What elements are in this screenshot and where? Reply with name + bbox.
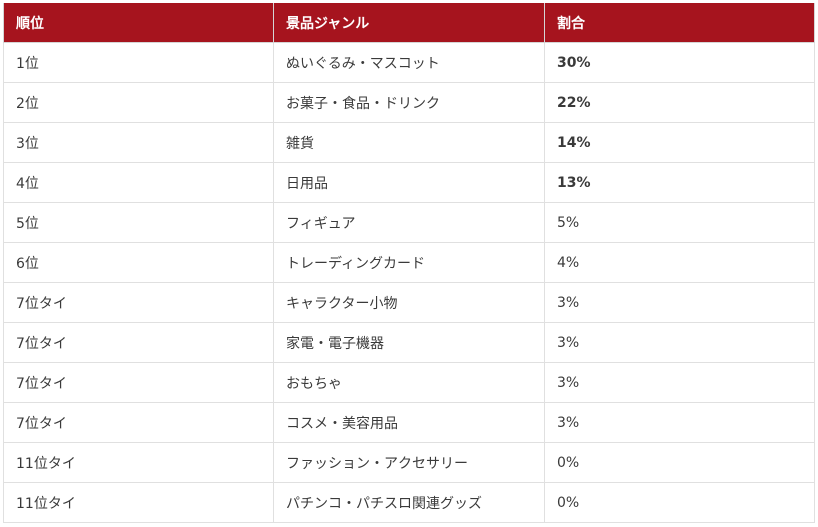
genre-cell: フィギュア (273, 202, 545, 243)
table-row: 7位タイ 家電・電子機器 3% (3, 322, 815, 363)
genre-cell: 家電・電子機器 (273, 322, 545, 363)
rank-cell: 11位タイ (3, 442, 274, 483)
rank-cell: 7位タイ (3, 362, 274, 403)
table-row: 2位 お菓子・食品・ドリンク 22% (3, 82, 815, 123)
share-cell: 13% (544, 162, 815, 203)
share-cell: 3% (544, 282, 815, 323)
rank-cell: 7位タイ (3, 402, 274, 443)
table-row: 1位 ぬいぐるみ・マスコット 30% (3, 42, 815, 83)
header-share: 割合 (544, 3, 815, 43)
table-body: 1位 ぬいぐるみ・マスコット 30% 2位 お菓子・食品・ドリンク 22% 3位… (3, 42, 815, 523)
genre-cell: トレーディングカード (273, 242, 545, 283)
table-row: 7位タイ おもちゃ 3% (3, 362, 815, 403)
prize-genre-ranking-table: 順位 景品ジャンル 割合 1位 ぬいぐるみ・マスコット 30% 2位 お菓子・食… (3, 3, 815, 523)
header-genre: 景品ジャンル (273, 3, 545, 43)
table-row: 11位タイ パチンコ・パチスロ関連グッズ 0% (3, 482, 815, 523)
table-row: 7位タイ コスメ・美容用品 3% (3, 402, 815, 443)
rank-cell: 4位 (3, 162, 274, 203)
genre-cell: コスメ・美容用品 (273, 402, 545, 443)
header-row: 順位 景品ジャンル 割合 (3, 3, 815, 43)
table-row: 7位タイ キャラクター小物 3% (3, 282, 815, 323)
genre-cell: ぬいぐるみ・マスコット (273, 42, 545, 83)
genre-cell: キャラクター小物 (273, 282, 545, 323)
rank-cell: 5位 (3, 202, 274, 243)
rank-cell: 1位 (3, 42, 274, 83)
table-row: 11位タイ ファッション・アクセサリー 0% (3, 442, 815, 483)
share-cell: 30% (544, 42, 815, 83)
rank-cell: 6位 (3, 242, 274, 283)
genre-cell: パチンコ・パチスロ関連グッズ (273, 482, 545, 523)
table-row: 6位 トレーディングカード 4% (3, 242, 815, 283)
table-row: 4位 日用品 13% (3, 162, 815, 203)
share-cell: 22% (544, 82, 815, 123)
genre-cell: お菓子・食品・ドリンク (273, 82, 545, 123)
genre-cell: おもちゃ (273, 362, 545, 403)
share-cell: 3% (544, 402, 815, 443)
rank-cell: 7位タイ (3, 282, 274, 323)
header-rank: 順位 (3, 3, 274, 43)
rank-cell: 7位タイ (3, 322, 274, 363)
share-cell: 3% (544, 322, 815, 363)
ranking-table-container: 順位 景品ジャンル 割合 1位 ぬいぐるみ・マスコット 30% 2位 お菓子・食… (3, 3, 815, 523)
genre-cell: 雑貨 (273, 122, 545, 163)
genre-cell: 日用品 (273, 162, 545, 203)
table-row: 3位 雑貨 14% (3, 122, 815, 163)
share-cell: 3% (544, 362, 815, 403)
genre-cell: ファッション・アクセサリー (273, 442, 545, 483)
rank-cell: 2位 (3, 82, 274, 123)
rank-cell: 11位タイ (3, 482, 274, 523)
table-header: 順位 景品ジャンル 割合 (3, 3, 815, 43)
share-cell: 0% (544, 442, 815, 483)
share-cell: 14% (544, 122, 815, 163)
table-row: 5位 フィギュア 5% (3, 202, 815, 243)
rank-cell: 3位 (3, 122, 274, 163)
share-cell: 0% (544, 482, 815, 523)
share-cell: 5% (544, 202, 815, 243)
share-cell: 4% (544, 242, 815, 283)
